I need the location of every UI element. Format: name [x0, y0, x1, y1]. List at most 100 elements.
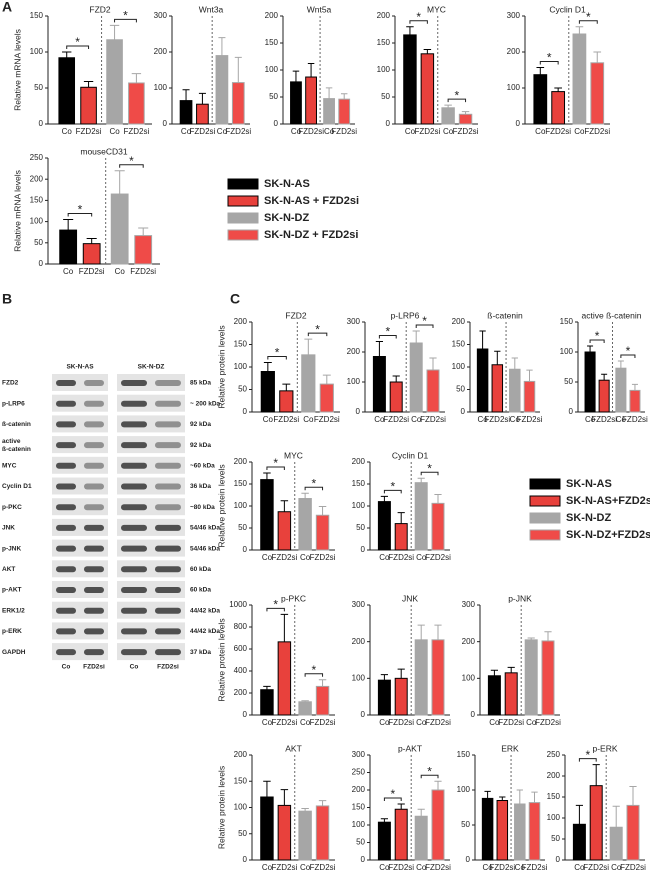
y-tick-label: 100: [30, 217, 44, 226]
band: [84, 587, 104, 593]
band: [56, 483, 76, 490]
error-bar: [86, 238, 97, 244]
y-tick-label: 0: [243, 855, 248, 864]
significance-label: *: [427, 764, 432, 778]
chart-title: AKT: [285, 743, 302, 753]
significance-label: *: [311, 663, 316, 677]
blot-strip: [117, 498, 185, 516]
band: [121, 649, 147, 656]
legend-swatch: [227, 229, 259, 241]
error-bar: [479, 330, 486, 349]
error-bar: [507, 666, 515, 673]
band: [155, 607, 181, 614]
significance-bracket: [304, 673, 324, 677]
x-tick-label: FZD2si: [79, 267, 105, 276]
x-tick-label: Co: [379, 553, 390, 562]
x-tick-label: FZD2si: [517, 415, 543, 424]
error-bar: [280, 613, 289, 642]
blot-size-label: 60 kDa: [190, 587, 211, 594]
legend-swatch: [529, 495, 561, 507]
significance-bracket: [266, 466, 285, 470]
significance-label: *: [311, 476, 316, 490]
significance-bracket: [447, 98, 467, 103]
y-tick-label: 50: [456, 385, 465, 394]
band: [56, 545, 76, 552]
legend-swatch: [227, 195, 259, 207]
blot-strip: [52, 622, 108, 640]
blot-row-label: AKT: [2, 566, 15, 573]
x-tick-label: FZD2si: [584, 127, 610, 136]
y-tick-label: 200: [547, 771, 561, 780]
blot-strip: [52, 560, 108, 578]
blot-strip: [117, 643, 185, 661]
error-bar: [526, 369, 533, 382]
band: [121, 566, 147, 573]
significance-label: *: [273, 456, 278, 470]
band: [121, 587, 147, 593]
band: [121, 462, 147, 469]
chart-title: p-ERK: [592, 743, 617, 753]
error-bar: [412, 330, 420, 343]
bar: [298, 810, 312, 861]
band: [56, 380, 76, 386]
error-bar: [292, 70, 300, 82]
bar: [590, 62, 605, 125]
bar: [82, 243, 101, 265]
y-tick-label: 0: [163, 119, 168, 128]
x-tick-label: Co: [300, 553, 311, 562]
x-tick-label: FZD2si: [298, 127, 324, 136]
y-tick-label: 200: [507, 47, 521, 56]
band: [155, 649, 181, 656]
y-tick-label: 300: [154, 11, 168, 20]
legend-label: SK-N-AS + FZD2si: [264, 195, 359, 207]
x-tick-label: Co: [510, 415, 521, 424]
bar: [504, 672, 518, 716]
y-tick-label: 150: [352, 803, 366, 812]
y-tick-label: 150: [265, 38, 279, 47]
x-tick-label: Co: [416, 718, 427, 727]
bar: [572, 823, 586, 861]
bar: [426, 369, 440, 413]
x-tick-label: Co: [405, 127, 416, 136]
blot-size-label: 54/46 kDa: [190, 525, 220, 532]
blot-row-label: p-PKC: [2, 504, 22, 511]
legend-label: SK-N-AS: [566, 478, 612, 490]
blot-strip: [117, 601, 185, 619]
significance-label: *: [586, 10, 591, 24]
bar: [528, 802, 541, 861]
y-tick-label: 150: [457, 750, 471, 759]
blot-strip: [117, 436, 185, 454]
error-bar: [263, 780, 271, 797]
error-bar: [322, 374, 331, 385]
x-tick-label: FZD2si: [522, 863, 548, 872]
band: [121, 545, 147, 552]
y-tick-label: 200: [352, 637, 366, 646]
error-bar: [397, 803, 405, 810]
y-tick-label: 200: [462, 637, 476, 646]
error-bar: [417, 477, 425, 483]
error-bar: [380, 818, 388, 823]
bar: [277, 511, 292, 551]
chart-title: Cyclin D1: [549, 4, 586, 14]
x-tick-label: Co: [374, 415, 385, 424]
significance-bracket: [383, 489, 402, 494]
panel-label: A: [2, 0, 12, 15]
y-tick-label: 400: [234, 666, 248, 675]
y-tick-label: 50: [238, 523, 247, 532]
y-tick-label: 100: [154, 83, 168, 92]
y-tick-label: 300: [462, 600, 476, 609]
y-axis-label: Relative protein levels: [216, 766, 226, 849]
y-tick-label: 100: [507, 83, 521, 92]
y-tick-label: 0: [243, 545, 248, 554]
significance-label: *: [129, 154, 134, 168]
y-tick-label: 200: [352, 785, 366, 794]
bar: [323, 98, 335, 125]
blot-strip: [117, 415, 185, 433]
y-tick-label: 100: [347, 377, 361, 386]
band: [155, 421, 181, 428]
blot-size-label: ~ 200 kDa: [190, 400, 221, 407]
bar: [80, 86, 97, 125]
y-tick-label: 100: [234, 362, 248, 371]
significance-label: *: [595, 329, 600, 343]
x-tick-label: Co: [263, 415, 274, 424]
